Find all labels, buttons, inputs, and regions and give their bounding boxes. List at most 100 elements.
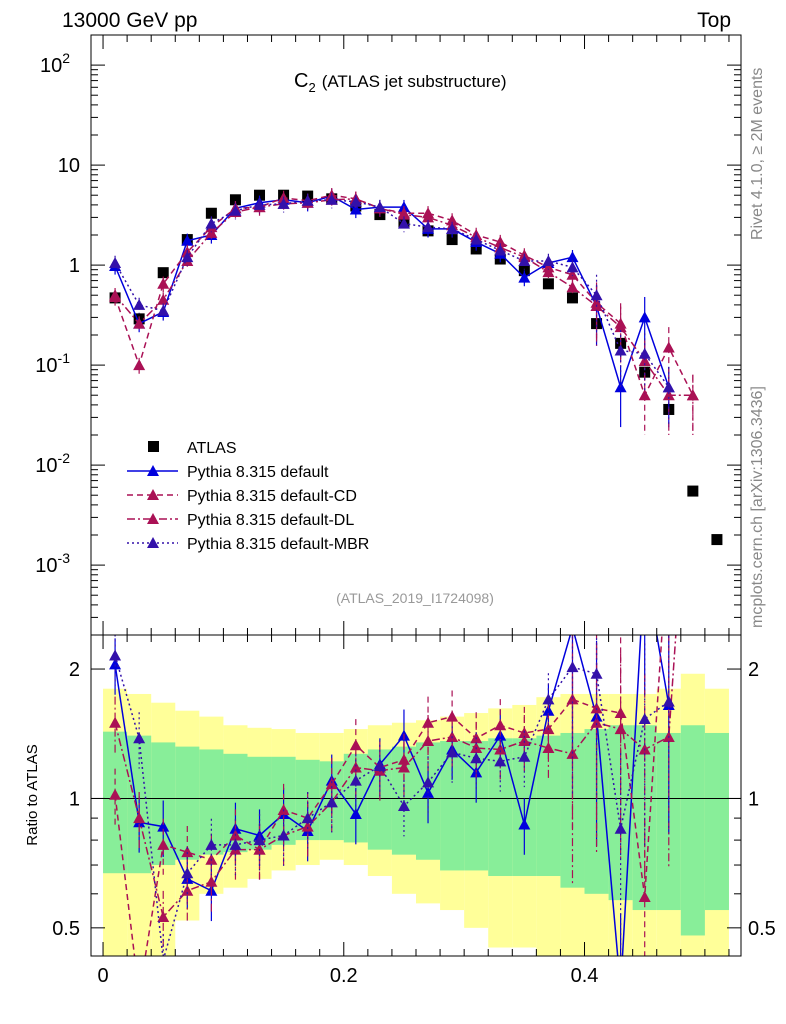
ratio-point xyxy=(638,890,651,902)
ratio-point xyxy=(181,867,194,879)
ratio-point xyxy=(325,796,338,808)
ratio-line xyxy=(114,635,670,956)
y-tick-label: 102 xyxy=(40,50,70,77)
y-tick-base: 10 xyxy=(40,55,62,77)
series-pythia-8-315-default xyxy=(109,188,675,428)
series-line xyxy=(114,199,670,388)
data-point xyxy=(133,298,146,310)
data-point xyxy=(301,194,314,206)
data-point xyxy=(229,204,242,216)
y-tick-label: 1 xyxy=(69,255,80,277)
legend-item: Pythia 8.315 default-DL xyxy=(127,512,354,529)
data-point xyxy=(325,193,338,205)
ratio-y-tick-label: 2 xyxy=(69,659,80,681)
band-bin xyxy=(680,725,705,936)
legend-marker xyxy=(147,489,159,500)
ratio-point xyxy=(157,910,170,922)
ratio-panel: 0.5 0.5 1 1 2 2 0 0.2 0.4 Ratio to ATLAS xyxy=(24,525,776,994)
ratio-point xyxy=(615,983,627,994)
legend-item: Pythia 8.315 default xyxy=(127,464,329,481)
ratio-point xyxy=(109,649,122,661)
data-point xyxy=(566,292,578,304)
ratio-point xyxy=(157,820,170,832)
ratio-point xyxy=(133,732,146,744)
data-point xyxy=(349,203,362,215)
ratio-point xyxy=(518,735,531,747)
ratio-point xyxy=(133,812,146,824)
ratio-point xyxy=(349,761,362,773)
y-tick-exp: -2 xyxy=(58,450,71,466)
ratio-point xyxy=(253,834,266,846)
data-point xyxy=(614,321,627,333)
ratio-point xyxy=(422,735,435,747)
plot-title: C2 (ATLAS jet substructure) xyxy=(294,70,507,95)
ratio-point xyxy=(397,800,410,812)
data-point xyxy=(470,233,483,245)
ratio-point xyxy=(662,695,675,707)
ratio-point xyxy=(157,838,170,850)
data-point xyxy=(109,289,122,301)
ratio-ticks: 0.5 0.5 1 1 2 2 0 0.2 0.4 xyxy=(52,635,776,987)
y-tick-exp: -1 xyxy=(58,350,71,366)
legend: ATLAS Pythia 8.315 default Pythia 8.315 de… xyxy=(127,440,369,553)
analysis-annotation: (ATLAS_2019_I1724098) xyxy=(336,590,494,606)
data-point xyxy=(157,267,169,279)
data-point xyxy=(639,366,651,378)
ratio-point xyxy=(277,829,290,841)
data-point xyxy=(373,201,386,213)
data-point xyxy=(638,354,651,366)
legend-label: Pythia 8.315 default-CD xyxy=(187,488,357,505)
y-tick-label: 10-3 xyxy=(35,550,70,577)
ratio-point xyxy=(566,661,579,673)
data-point xyxy=(566,268,579,280)
legend-label: Pythia 8.315 default-MBR xyxy=(187,536,369,553)
plot-title-rest: (ATLAS jet substructure) xyxy=(322,72,507,91)
data-point xyxy=(542,266,555,278)
legend-label: Pythia 8.315 default xyxy=(187,464,329,481)
y-tick-label: 10-1 xyxy=(35,350,70,377)
series-line xyxy=(114,195,670,390)
ratio-point xyxy=(542,693,555,705)
data-point xyxy=(205,226,218,238)
plot-title-main: C xyxy=(294,70,308,92)
header-left: 13000 GeV pp xyxy=(62,9,197,32)
data-point xyxy=(253,198,266,210)
mcplots-label: mcplots.cern.ch [arXiv:1306.3436] xyxy=(749,386,766,628)
data-point xyxy=(181,251,194,263)
ratio-point xyxy=(663,525,675,536)
data-point xyxy=(181,234,194,246)
ratio-point xyxy=(614,822,627,834)
data-point xyxy=(205,207,217,219)
ratio-point xyxy=(422,776,435,788)
data-point xyxy=(446,222,459,234)
data-point xyxy=(662,389,675,401)
ratio-point xyxy=(301,812,314,824)
ratio-point xyxy=(373,759,386,771)
ratio-point xyxy=(349,774,362,786)
ratio-point xyxy=(590,667,603,679)
y-tick-base: 10 xyxy=(35,355,57,377)
ratio-series-pythia-8-315-default-mbr xyxy=(109,635,675,956)
ratio-y-tick-label-right: 2 xyxy=(748,659,759,681)
ratio-point xyxy=(638,713,651,725)
ratio-point xyxy=(349,808,362,820)
ratio-point xyxy=(542,742,555,754)
y-tick-exp: 2 xyxy=(62,50,70,66)
data-point xyxy=(687,485,699,497)
legend-item: Pythia 8.315 default-MBR xyxy=(127,536,369,553)
band-bin xyxy=(704,732,729,911)
data-point xyxy=(422,221,435,233)
legend-label: ATLAS xyxy=(187,440,237,457)
legend-label: Pythia 8.315 default-DL xyxy=(187,512,354,529)
ratio-point xyxy=(181,884,194,896)
legend-marker xyxy=(148,441,159,452)
data-point xyxy=(157,304,170,316)
ratio-point xyxy=(205,838,218,850)
data-point xyxy=(157,277,170,289)
legend-marker xyxy=(147,465,159,476)
data-point xyxy=(518,254,531,266)
ratio-point xyxy=(109,716,122,728)
data-point xyxy=(205,217,218,229)
data-point xyxy=(566,281,579,293)
